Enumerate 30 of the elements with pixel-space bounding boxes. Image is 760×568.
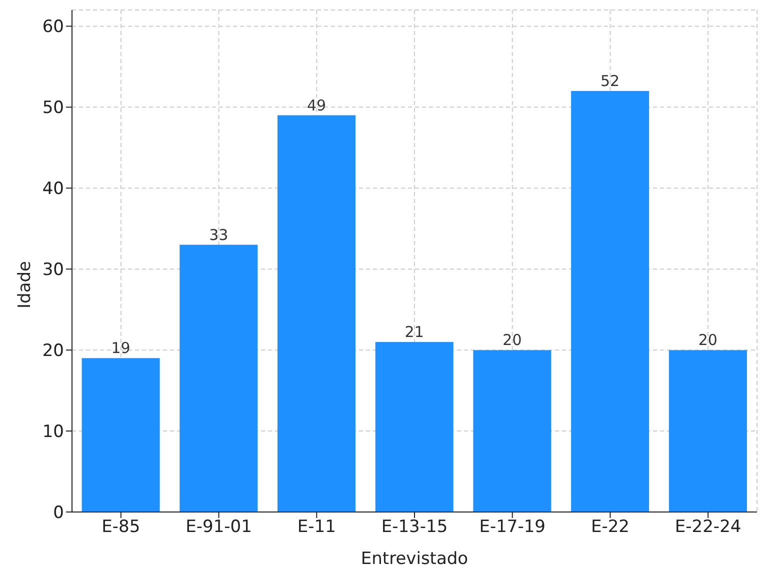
x-axis-title: Entrevistado [360, 549, 468, 568]
y-tick-label: 40 [42, 179, 64, 200]
x-tick-label: E-13-15 [381, 517, 448, 538]
y-tick-label: 0 [53, 503, 64, 524]
y-tick-label: 20 [42, 341, 64, 362]
bar [278, 115, 356, 512]
x-tick-label: E-22-24 [674, 517, 742, 538]
bar [375, 342, 454, 512]
x-tick-label: E-91-01 [186, 517, 252, 538]
x-tick-label: E-22 [590, 517, 630, 538]
bar [473, 350, 552, 512]
y-axis-title: Idade [15, 261, 36, 308]
y-tick-label: 30 [42, 260, 64, 280]
y-tick-label: 50 [42, 98, 64, 118]
x-tick-label: E-17-19 [479, 517, 546, 538]
data-label: 20 [502, 331, 522, 350]
x-tick-label: E-85 [102, 517, 140, 538]
bar [571, 90, 650, 512]
bar [82, 358, 160, 512]
bar [180, 244, 258, 512]
data-label: 33 [209, 226, 228, 244]
data-label: 52 [600, 72, 620, 90]
data-label: 49 [306, 96, 326, 114]
y-tick-label: 10 [42, 422, 64, 442]
data-label: 21 [404, 322, 424, 341]
x-tick-label: E-11 [297, 517, 336, 538]
data-label: 20 [698, 331, 718, 350]
y-tick-label: 60 [42, 17, 64, 38]
data-label: 19 [111, 339, 130, 358]
bar [668, 350, 747, 512]
